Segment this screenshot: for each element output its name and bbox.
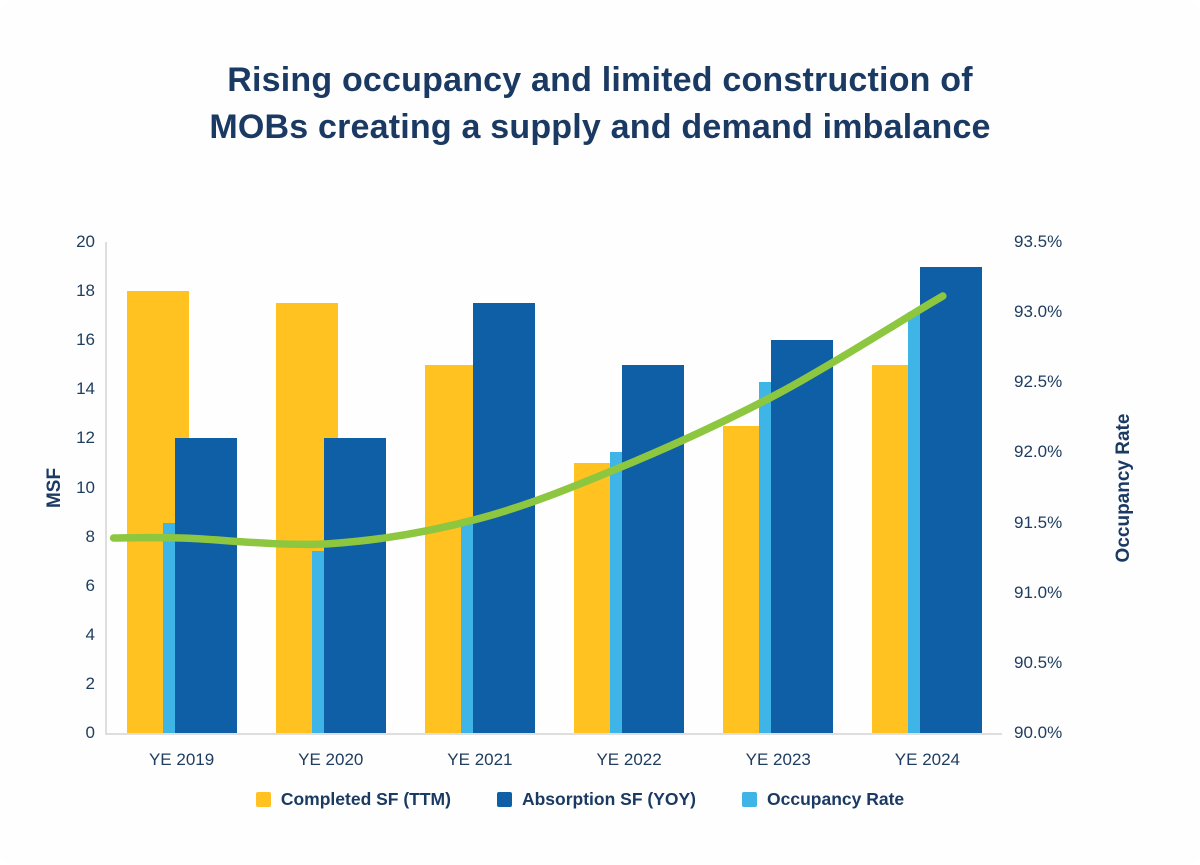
y-axis-title-right: Occupancy Rate [1113,413,1134,563]
x-axis-label: YE 2022 [596,750,662,769]
y-axis-left-tick: 12 [76,428,95,448]
y-axis-right-tick: 92.0% [1014,442,1063,462]
bar-absorption-sf-yoy [622,364,685,733]
legend-label: Completed SF (TTM) [280,789,451,809]
bar-absorption-sf-yoy [174,438,237,733]
y-axis-right-tick: 90.5% [1014,652,1063,672]
y-axis-left-tick: 4 [85,624,95,644]
legend: Completed SF (TTM) Absorption SF (YOY) Occ… [0,789,1160,810]
legend-swatch-icon [255,792,271,807]
y-axis-left-tick: 0 [85,723,95,742]
y-axis-right-tick: 92.5% [1014,372,1063,392]
bar-absorption-sf-yoy [771,340,834,733]
y-axis-left-tick: 20 [76,232,95,251]
y-axis-left-tick: 16 [76,330,95,350]
y-axis-right: 90.0% 90.5% 91.0% 91.5% 92.0% 92.5% 93.0% 93.5% [1014,232,1104,742]
y-axis-left-tick: 2 [85,673,95,693]
legend-item: Occupancy Rate [742,789,904,810]
bar-absorption-sf-yoy [472,303,535,733]
x-axis: YE 2019 YE 2020 YE 2021 YE 2022 YE 2023 YE 20… [107,750,1002,776]
y-axis-right-tick: 93.0% [1014,302,1063,322]
legend-swatch-icon [496,792,512,807]
y-axis-left-tick: 10 [76,477,95,497]
chart-title-line2: MOBs creating a supply and demand imbala… [209,107,991,146]
occupancy-trend-line [109,292,947,549]
chart-title-line1: Rising occupancy and limited constructio… [227,60,973,99]
y-axis-title-left: MSF [44,467,65,509]
bar-absorption-sf-yoy [323,438,386,733]
x-axis-label: YE 2021 [447,750,513,769]
y-axis-left-tick: 6 [85,575,95,595]
y-axis-left-tick: 18 [76,281,95,301]
y-axis-left-tick: 8 [85,526,95,546]
x-axis-label: YE 2023 [745,750,811,769]
chart-title: Rising occupancy and limited constructio… [0,57,1200,151]
plot-area [105,242,1002,735]
legend-item: Absorption SF (YOY) [496,789,696,810]
y-axis-left: 0 2 4 6 8 10 12 14 16 18 20 [0,232,95,742]
y-axis-right-tick: 91.5% [1014,512,1063,532]
legend-label: Absorption SF (YOY) [521,789,696,809]
y-axis-left-tick: 14 [76,379,95,399]
x-axis-label: YE 2019 [148,750,215,769]
bar-absorption-sf-yoy [920,266,983,733]
x-axis-label: YE 2020 [298,750,364,769]
y-axis-right-tick: 90.0% [1014,723,1063,742]
y-axis-right-tick: 91.0% [1014,582,1063,602]
legend-item: Completed SF (TTM) [255,789,451,810]
legend-label: Occupancy Rate [767,789,905,809]
x-axis-label: YE 2024 [894,750,961,769]
y-axis-right-tick: 93.5% [1014,232,1063,251]
legend-swatch-icon [742,792,757,807]
